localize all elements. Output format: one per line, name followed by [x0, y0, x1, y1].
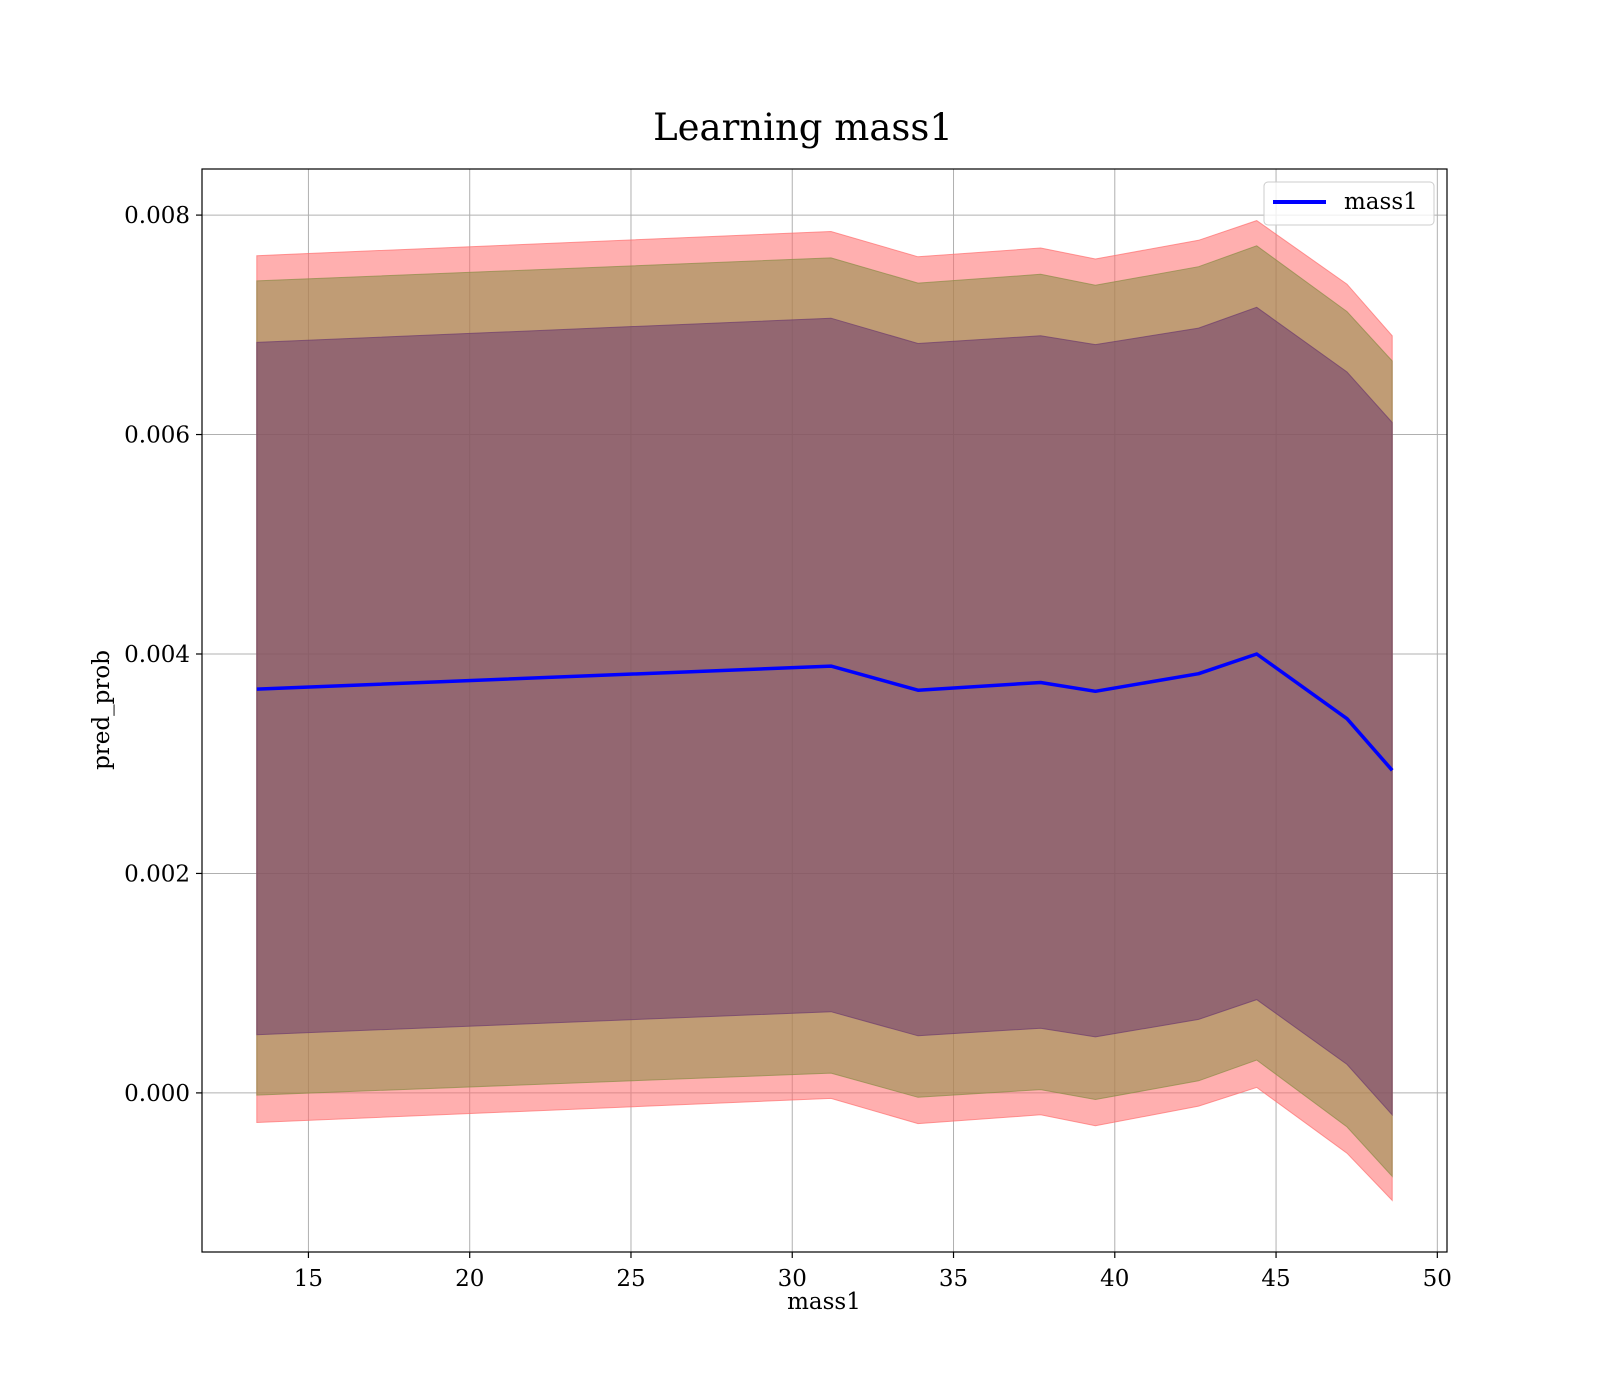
chart-title: Learning mass1 — [653, 106, 953, 149]
x-axis-label: mass1 — [787, 1289, 861, 1315]
x-tick-label: 35 — [939, 1266, 968, 1292]
y-tick-label: 0.006 — [124, 423, 190, 449]
plot-frame — [201, 168, 1448, 1253]
x-tick-label: 45 — [1261, 1266, 1290, 1292]
confidence-band — [256, 306, 1393, 1117]
series-line-mass1 — [256, 652, 1394, 772]
x-tick-label: 30 — [778, 1266, 807, 1292]
legend-box — [1263, 181, 1435, 226]
confidence-bands — [256, 220, 1393, 1202]
legend: mass1 — [1263, 181, 1435, 226]
x-tick-label: 50 — [1423, 1266, 1452, 1292]
y-axis-ticks: 0.000 0.002 0.004 0.006 0.008 — [124, 203, 202, 1107]
y-tick-label: 0.008 — [124, 203, 190, 229]
y-tick-label: 0.002 — [124, 861, 190, 887]
x-axis-ticks: 15 20 25 30 35 40 45 50 — [294, 1252, 1452, 1292]
x-tick-label: 15 — [294, 1266, 323, 1292]
legend-label: mass1 — [1344, 189, 1418, 215]
x-tick-label: 25 — [616, 1266, 645, 1292]
x-tick-label: 40 — [1100, 1266, 1129, 1292]
y-tick-label: 0.004 — [124, 642, 190, 668]
x-tick-label: 20 — [455, 1266, 484, 1292]
y-tick-label: 0.000 — [124, 1081, 190, 1107]
series-lines — [256, 652, 1394, 772]
y-axis-label: pred_prob — [89, 650, 115, 770]
